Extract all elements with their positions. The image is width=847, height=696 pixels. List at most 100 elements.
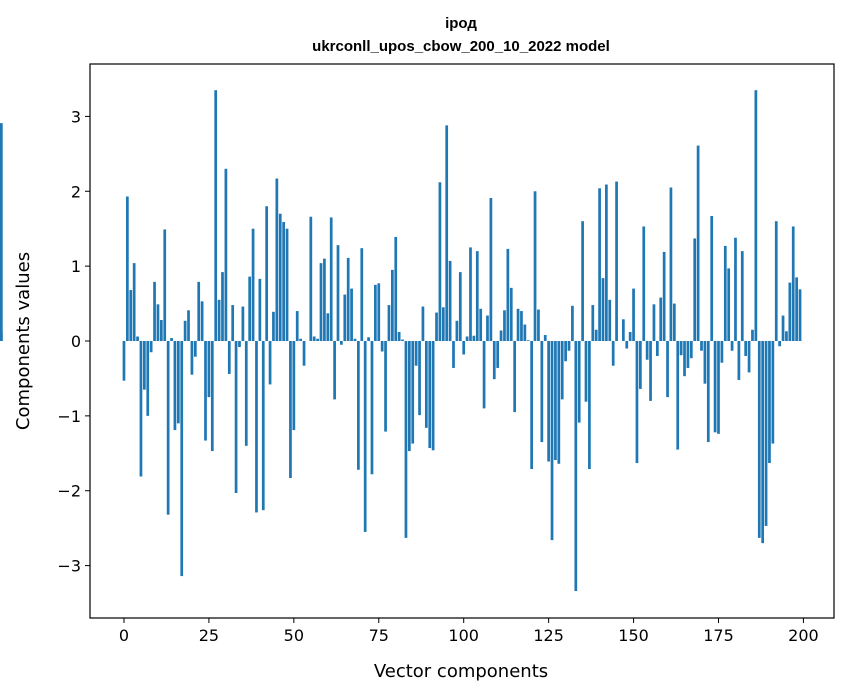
bar <box>350 288 353 341</box>
bar <box>717 341 720 434</box>
bar <box>727 268 731 341</box>
bar <box>316 338 319 341</box>
bar <box>723 245 727 341</box>
bar <box>187 310 190 341</box>
x-tick-label: 50 <box>284 626 304 645</box>
bar <box>227 341 231 374</box>
bar <box>737 341 741 380</box>
bar <box>689 341 693 359</box>
bar <box>384 341 387 432</box>
bar <box>744 341 748 356</box>
y-axis-label: Components values <box>13 252 34 430</box>
bar <box>126 196 129 341</box>
bar <box>683 341 686 377</box>
bar <box>730 341 734 351</box>
bar <box>686 341 690 368</box>
bar <box>788 282 792 341</box>
bar <box>265 206 269 341</box>
bar <box>221 272 224 341</box>
x-axis-label: Vector components <box>374 661 548 682</box>
bar <box>360 248 364 341</box>
bar <box>700 341 703 351</box>
bar <box>374 284 377 341</box>
bar <box>543 335 547 341</box>
bar <box>166 341 170 515</box>
bar <box>404 341 408 538</box>
bar <box>170 338 173 341</box>
bar <box>370 341 374 475</box>
bar <box>418 341 421 416</box>
x-tick-label: 75 <box>369 626 389 645</box>
bar <box>523 324 527 341</box>
bar <box>768 341 771 464</box>
bar <box>509 287 513 341</box>
bar <box>136 336 139 341</box>
bar <box>380 341 384 352</box>
bar <box>591 305 595 341</box>
bar <box>598 188 601 341</box>
bar <box>581 221 584 341</box>
bar <box>302 341 306 366</box>
bar <box>255 341 258 513</box>
bar <box>632 288 635 341</box>
bar <box>611 341 615 366</box>
bar <box>659 297 663 341</box>
bar <box>679 341 683 356</box>
bar <box>785 331 788 341</box>
bar <box>588 341 591 470</box>
bar <box>387 305 391 341</box>
bar <box>713 341 717 433</box>
bar <box>615 181 618 341</box>
bar <box>401 339 404 341</box>
bar <box>567 341 571 351</box>
x-axis-ticks: 0 25 50 75 100 125 150 175 200 <box>119 618 819 645</box>
bar <box>180 341 184 577</box>
bar <box>693 238 697 341</box>
bar <box>584 341 588 402</box>
bar <box>217 299 221 341</box>
bar <box>0 123 3 341</box>
bar <box>445 125 449 341</box>
bar <box>564 341 567 362</box>
bar <box>506 248 510 341</box>
bar <box>421 306 425 341</box>
bar <box>397 332 401 341</box>
bar <box>295 311 299 341</box>
bar <box>173 341 177 431</box>
bar <box>214 90 218 341</box>
bar <box>333 341 336 400</box>
bar <box>146 341 150 416</box>
chart-title-line-2: ukrconll_upos_cbow_200_10_2022 model <box>312 38 610 55</box>
bar <box>193 341 197 357</box>
bar <box>754 90 758 341</box>
bar <box>159 320 163 341</box>
bar <box>268 341 272 385</box>
x-tick-label: 0 <box>119 626 129 645</box>
bar <box>499 330 503 341</box>
bar <box>336 245 340 341</box>
bar <box>781 315 785 341</box>
bar <box>132 263 136 341</box>
bar <box>251 228 255 341</box>
bar <box>486 315 489 341</box>
bar <box>367 337 370 341</box>
bar <box>720 341 724 363</box>
bar <box>258 278 262 341</box>
bar <box>156 304 160 341</box>
bar <box>163 229 167 341</box>
bar <box>285 228 289 341</box>
bar <box>574 341 578 592</box>
bar <box>129 290 133 341</box>
bar <box>537 309 540 341</box>
bar <box>244 341 248 446</box>
y-tick-label: 3 <box>71 107 81 126</box>
bar <box>649 341 652 401</box>
bar <box>190 341 194 375</box>
bar <box>462 341 466 355</box>
bar <box>601 278 605 341</box>
bar <box>577 341 581 423</box>
bar <box>492 341 496 380</box>
x-tick-label: 25 <box>199 626 219 645</box>
bar <box>530 341 533 470</box>
bar <box>706 341 710 443</box>
